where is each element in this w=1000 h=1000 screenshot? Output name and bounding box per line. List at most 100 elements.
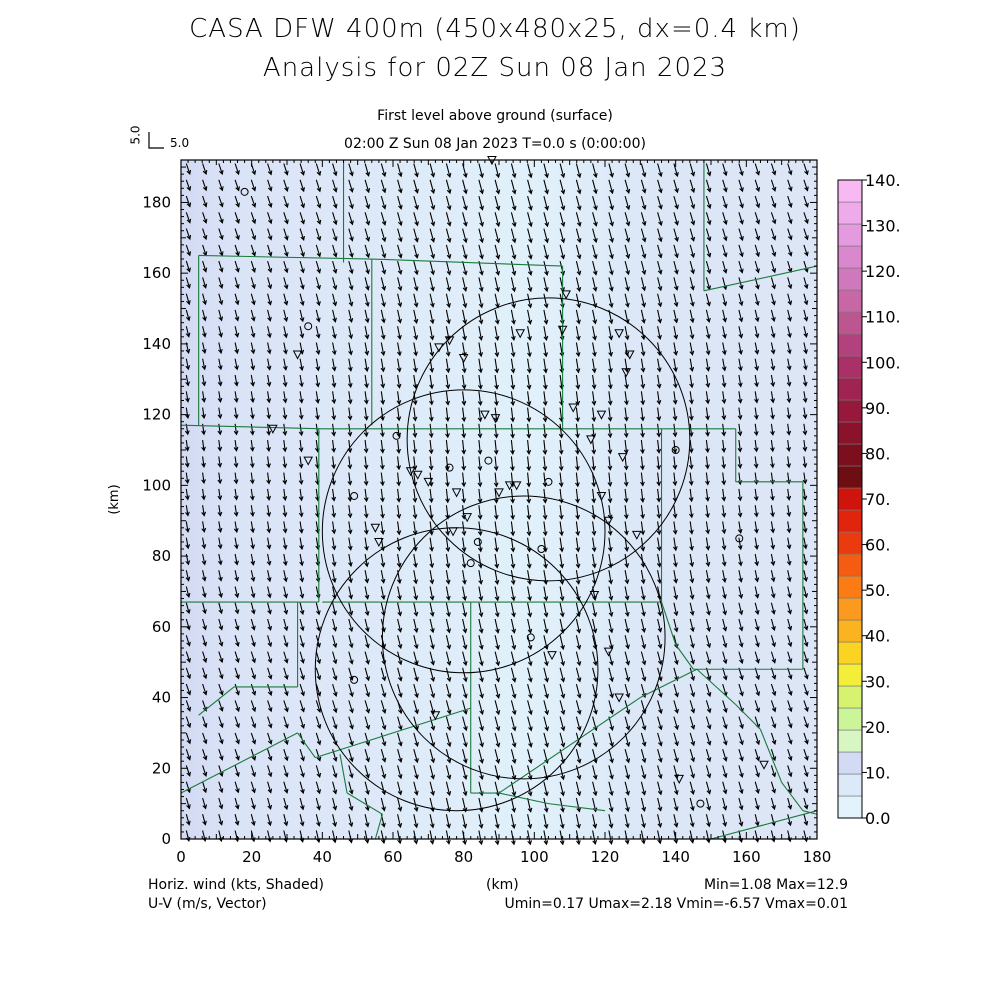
wind-vector-arrow <box>332 309 337 323</box>
wind-vector-arrow <box>184 440 190 452</box>
wind-vector-arrow <box>478 749 484 764</box>
wind-vector-arrow <box>754 521 759 534</box>
wind-vector-arrow <box>543 358 548 374</box>
wind-vector-arrow <box>364 781 370 796</box>
wind-vector-arrow <box>234 537 239 550</box>
wind-vector-arrow <box>315 781 322 795</box>
wind-vector-arrow <box>640 667 647 682</box>
wind-vector-arrow <box>721 440 727 453</box>
wind-vector-arrow <box>673 244 679 259</box>
wind-vector-arrow <box>786 537 792 550</box>
wind-vector-arrow <box>299 618 305 632</box>
wind-vector-arrow <box>608 277 614 292</box>
wind-vector-arrow <box>559 586 565 602</box>
colorbar-swatch <box>837 311 863 335</box>
wind-vector-arrow <box>202 309 207 322</box>
wind-vector-arrow <box>233 391 239 404</box>
wind-vector-arrow <box>445 358 451 374</box>
wind-vector-arrow <box>705 309 711 324</box>
wind-vector-arrow <box>803 179 809 192</box>
wind-vector-arrow <box>363 440 369 454</box>
wind-vector-arrow <box>380 407 385 422</box>
wind-vector-arrow <box>315 244 322 258</box>
wind-vector-arrow <box>267 618 273 632</box>
wind-vector-arrow <box>348 342 353 356</box>
wind-vector-arrow <box>657 749 663 763</box>
wind-vector-arrow <box>803 651 809 664</box>
wind-vector-arrow <box>722 618 728 632</box>
wind-vector-arrow <box>608 358 613 374</box>
wind-vector-arrow <box>527 244 533 260</box>
wind-vector-arrow <box>640 342 646 357</box>
wind-vector-arrow <box>753 505 759 518</box>
wind-vector-arrow <box>640 797 647 813</box>
wind-vector-arrow <box>721 472 727 486</box>
station-triangle-marker <box>617 453 628 463</box>
colorbar-label: 90. <box>865 399 890 418</box>
wind-vector-arrow <box>218 228 224 241</box>
wind-vector-arrow <box>315 212 322 225</box>
wind-vector-arrow <box>267 732 273 745</box>
wind-vector-arrow <box>363 423 369 438</box>
wind-vector-arrow <box>542 391 548 407</box>
wind-vector-arrow <box>267 667 273 680</box>
wind-vector-arrow <box>462 570 467 585</box>
wind-vector-arrow <box>543 342 549 358</box>
wind-vector-arrow <box>608 700 614 715</box>
wind-vector-arrow <box>607 472 613 488</box>
wind-vector-arrow <box>348 651 354 665</box>
wind-vector-arrow <box>218 797 224 810</box>
wind-vector-arrow <box>429 521 434 536</box>
wind-vector-arrow <box>299 765 305 778</box>
wind-vector-arrow <box>331 472 337 486</box>
wind-vector-arrow <box>591 537 597 553</box>
wind-vector-arrow <box>608 765 614 780</box>
wind-vector-arrow <box>234 586 240 599</box>
wind-vector-arrow <box>380 667 387 682</box>
wind-vector-arrow <box>283 618 289 632</box>
wind-vector-arrow <box>397 830 402 845</box>
wind-vector-arrow <box>267 749 273 762</box>
wind-vector-arrow <box>673 814 679 828</box>
wind-vector-arrow <box>592 179 598 195</box>
wind-vector-arrow <box>673 667 679 682</box>
wind-vector-arrow <box>332 163 338 177</box>
wind-vector-arrow <box>657 244 663 259</box>
wind-vector-arrow <box>412 440 418 455</box>
wind-vector-arrow <box>754 781 760 794</box>
wind-vector-arrow <box>543 830 549 846</box>
wind-vector-arrow <box>527 228 533 244</box>
wind-vector-arrow <box>510 570 516 586</box>
station-triangle-marker <box>480 410 490 420</box>
wind-vector-arrow <box>803 749 809 761</box>
wind-vector-arrow <box>592 163 598 179</box>
wind-vector-arrow <box>315 293 321 307</box>
wind-vector-arrow <box>770 635 777 648</box>
wind-vector-arrow <box>770 683 777 697</box>
wind-vector-arrow <box>689 814 695 828</box>
wind-vector-arrow <box>332 749 338 763</box>
wind-vector-arrow <box>202 716 208 729</box>
wind-vector-arrow <box>413 244 419 259</box>
wind-vector-arrow <box>185 374 191 387</box>
wind-vector-arrow <box>738 765 744 778</box>
wind-vector-arrow <box>559 602 565 618</box>
wind-vector-arrow <box>250 228 257 241</box>
wind-vector-arrow <box>267 781 273 794</box>
wind-vector-arrow <box>282 374 288 388</box>
wind-vector-arrow <box>770 553 776 567</box>
wind-vector-arrow <box>298 423 304 437</box>
wind-vector-arrow <box>608 326 614 341</box>
wind-vector-arrow <box>283 309 289 323</box>
wind-vector-arrow <box>298 391 304 404</box>
wind-vector-arrow <box>478 326 484 341</box>
wind-vector-arrow <box>363 488 369 503</box>
county-line <box>498 792 549 805</box>
wind-vector-arrow <box>218 293 224 306</box>
wind-vector-arrow <box>413 179 419 194</box>
chart-subtitle-line1: First level above ground (surface) <box>377 108 613 124</box>
wind-vector-arrow <box>218 260 224 273</box>
wind-vector-arrow <box>689 342 695 356</box>
wind-vector-arrow <box>575 260 582 276</box>
wind-vector-arrow <box>738 293 744 307</box>
